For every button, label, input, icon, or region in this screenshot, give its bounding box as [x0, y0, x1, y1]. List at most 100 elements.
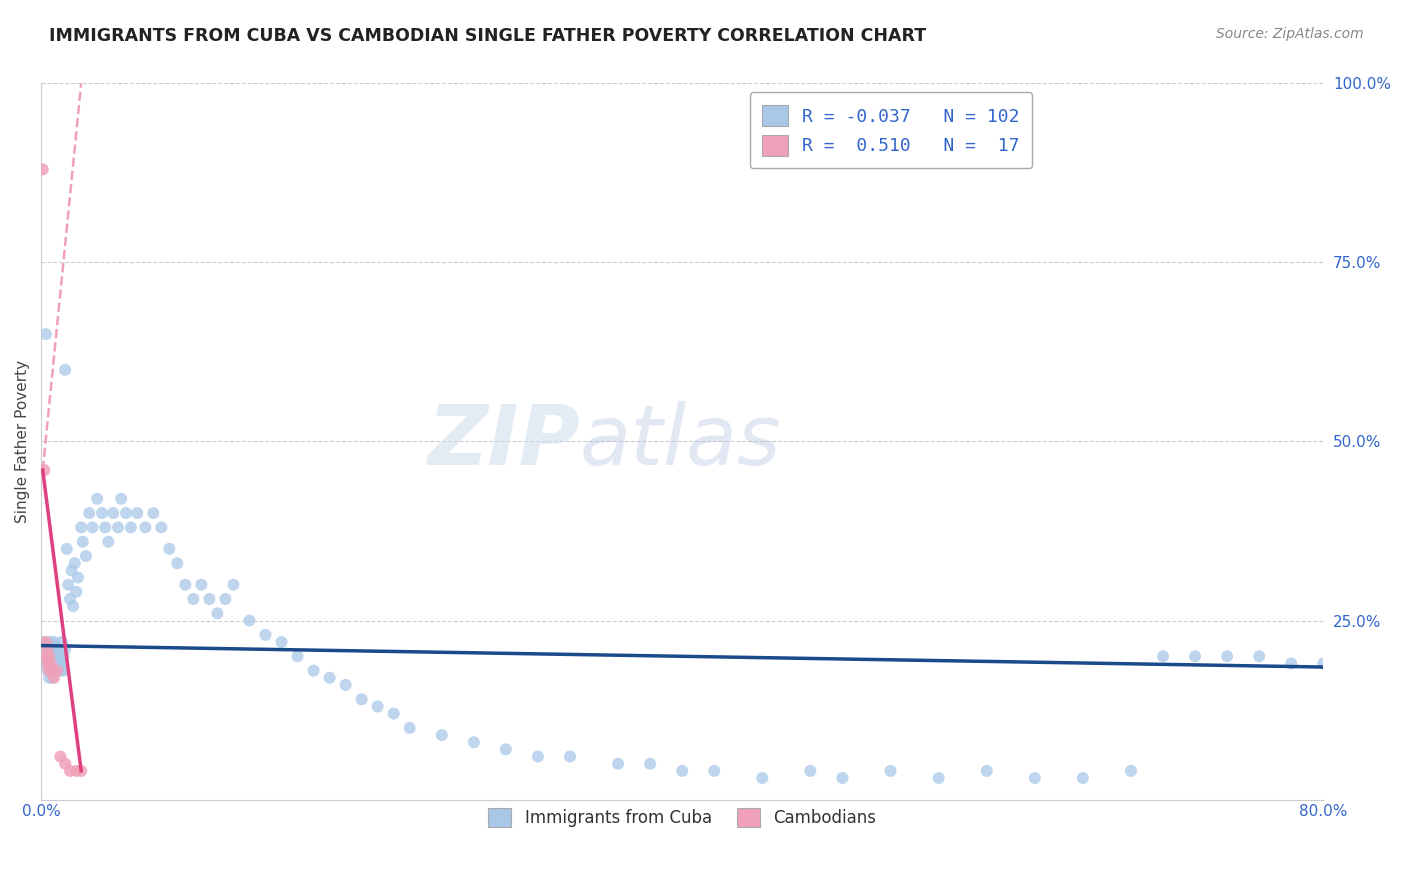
Point: [799, 764, 821, 778]
Point: [335, 678, 357, 692]
Point: [75, 549, 97, 563]
Point: [382, 706, 405, 721]
Point: [91, 506, 114, 520]
Point: [1024, 771, 1046, 785]
Point: [35, 635, 58, 649]
Point: [48, 657, 70, 671]
Point: [37, 649, 59, 664]
Point: [1184, 649, 1206, 664]
Point: [42, 649, 65, 664]
Point: [58, 577, 80, 591]
Point: [41, 671, 63, 685]
Point: [350, 692, 373, 706]
Point: [41, 664, 63, 678]
Point: [94, 520, 117, 534]
Point: [63, 556, 86, 570]
Point: [34, 463, 56, 477]
Point: [52, 664, 75, 678]
Point: [103, 506, 125, 520]
Legend: Immigrants from Cuba, Cambodians: Immigrants from Cuba, Cambodians: [481, 802, 883, 834]
Point: [53, 363, 76, 377]
Point: [174, 577, 197, 591]
Point: [37, 664, 59, 678]
Point: [53, 756, 76, 771]
Point: [44, 642, 66, 657]
Point: [1249, 649, 1271, 664]
Point: [115, 506, 138, 520]
Point: [65, 585, 87, 599]
Point: [97, 534, 120, 549]
Point: [52, 649, 75, 664]
Point: [41, 657, 63, 671]
Point: [66, 570, 89, 584]
Point: [31, 162, 53, 177]
Point: [527, 749, 550, 764]
Point: [558, 749, 581, 764]
Point: [879, 764, 901, 778]
Point: [928, 771, 950, 785]
Point: [38, 649, 60, 664]
Point: [59, 592, 82, 607]
Point: [430, 728, 453, 742]
Point: [751, 771, 773, 785]
Point: [48, 642, 70, 657]
Point: [35, 642, 58, 657]
Text: Source: ZipAtlas.com: Source: ZipAtlas.com: [1216, 27, 1364, 41]
Point: [190, 577, 212, 591]
Point: [270, 635, 292, 649]
Point: [110, 491, 132, 506]
Point: [1216, 649, 1239, 664]
Point: [49, 649, 72, 664]
Point: [46, 649, 69, 664]
Point: [49, 664, 72, 678]
Point: [367, 699, 389, 714]
Point: [107, 520, 129, 534]
Point: [150, 520, 173, 534]
Point: [254, 628, 277, 642]
Text: IMMIGRANTS FROM CUBA VS CAMBODIAN SINGLE FATHER POVERTY CORRELATION CHART: IMMIGRANTS FROM CUBA VS CAMBODIAN SINGLE…: [49, 27, 927, 45]
Point: [41, 642, 63, 657]
Point: [976, 764, 998, 778]
Point: [703, 764, 725, 778]
Point: [39, 657, 62, 671]
Point: [35, 649, 58, 664]
Point: [44, 657, 66, 671]
Point: [37, 657, 59, 671]
Point: [86, 491, 108, 506]
Point: [51, 657, 73, 671]
Point: [302, 664, 325, 678]
Point: [72, 534, 94, 549]
Point: [82, 520, 104, 534]
Text: atlas: atlas: [579, 401, 782, 482]
Point: [46, 664, 69, 678]
Point: [39, 635, 62, 649]
Point: [166, 556, 188, 570]
Point: [134, 520, 156, 534]
Point: [142, 506, 165, 520]
Point: [207, 607, 229, 621]
Point: [1152, 649, 1174, 664]
Point: [70, 764, 93, 778]
Point: [157, 541, 180, 556]
Point: [183, 592, 205, 607]
Point: [35, 327, 58, 342]
Point: [37, 642, 59, 657]
Point: [70, 520, 93, 534]
Point: [46, 664, 69, 678]
Point: [65, 764, 87, 778]
Point: [38, 657, 60, 671]
Point: [42, 664, 65, 678]
Point: [1279, 657, 1302, 671]
Point: [1312, 657, 1334, 671]
Text: ZIP: ZIP: [427, 401, 579, 482]
Point: [238, 614, 260, 628]
Point: [120, 520, 142, 534]
Point: [1119, 764, 1142, 778]
Point: [59, 764, 82, 778]
Point: [38, 671, 60, 685]
Point: [51, 635, 73, 649]
Point: [38, 642, 60, 657]
Point: [60, 563, 83, 577]
Point: [222, 577, 245, 591]
Point: [55, 541, 77, 556]
